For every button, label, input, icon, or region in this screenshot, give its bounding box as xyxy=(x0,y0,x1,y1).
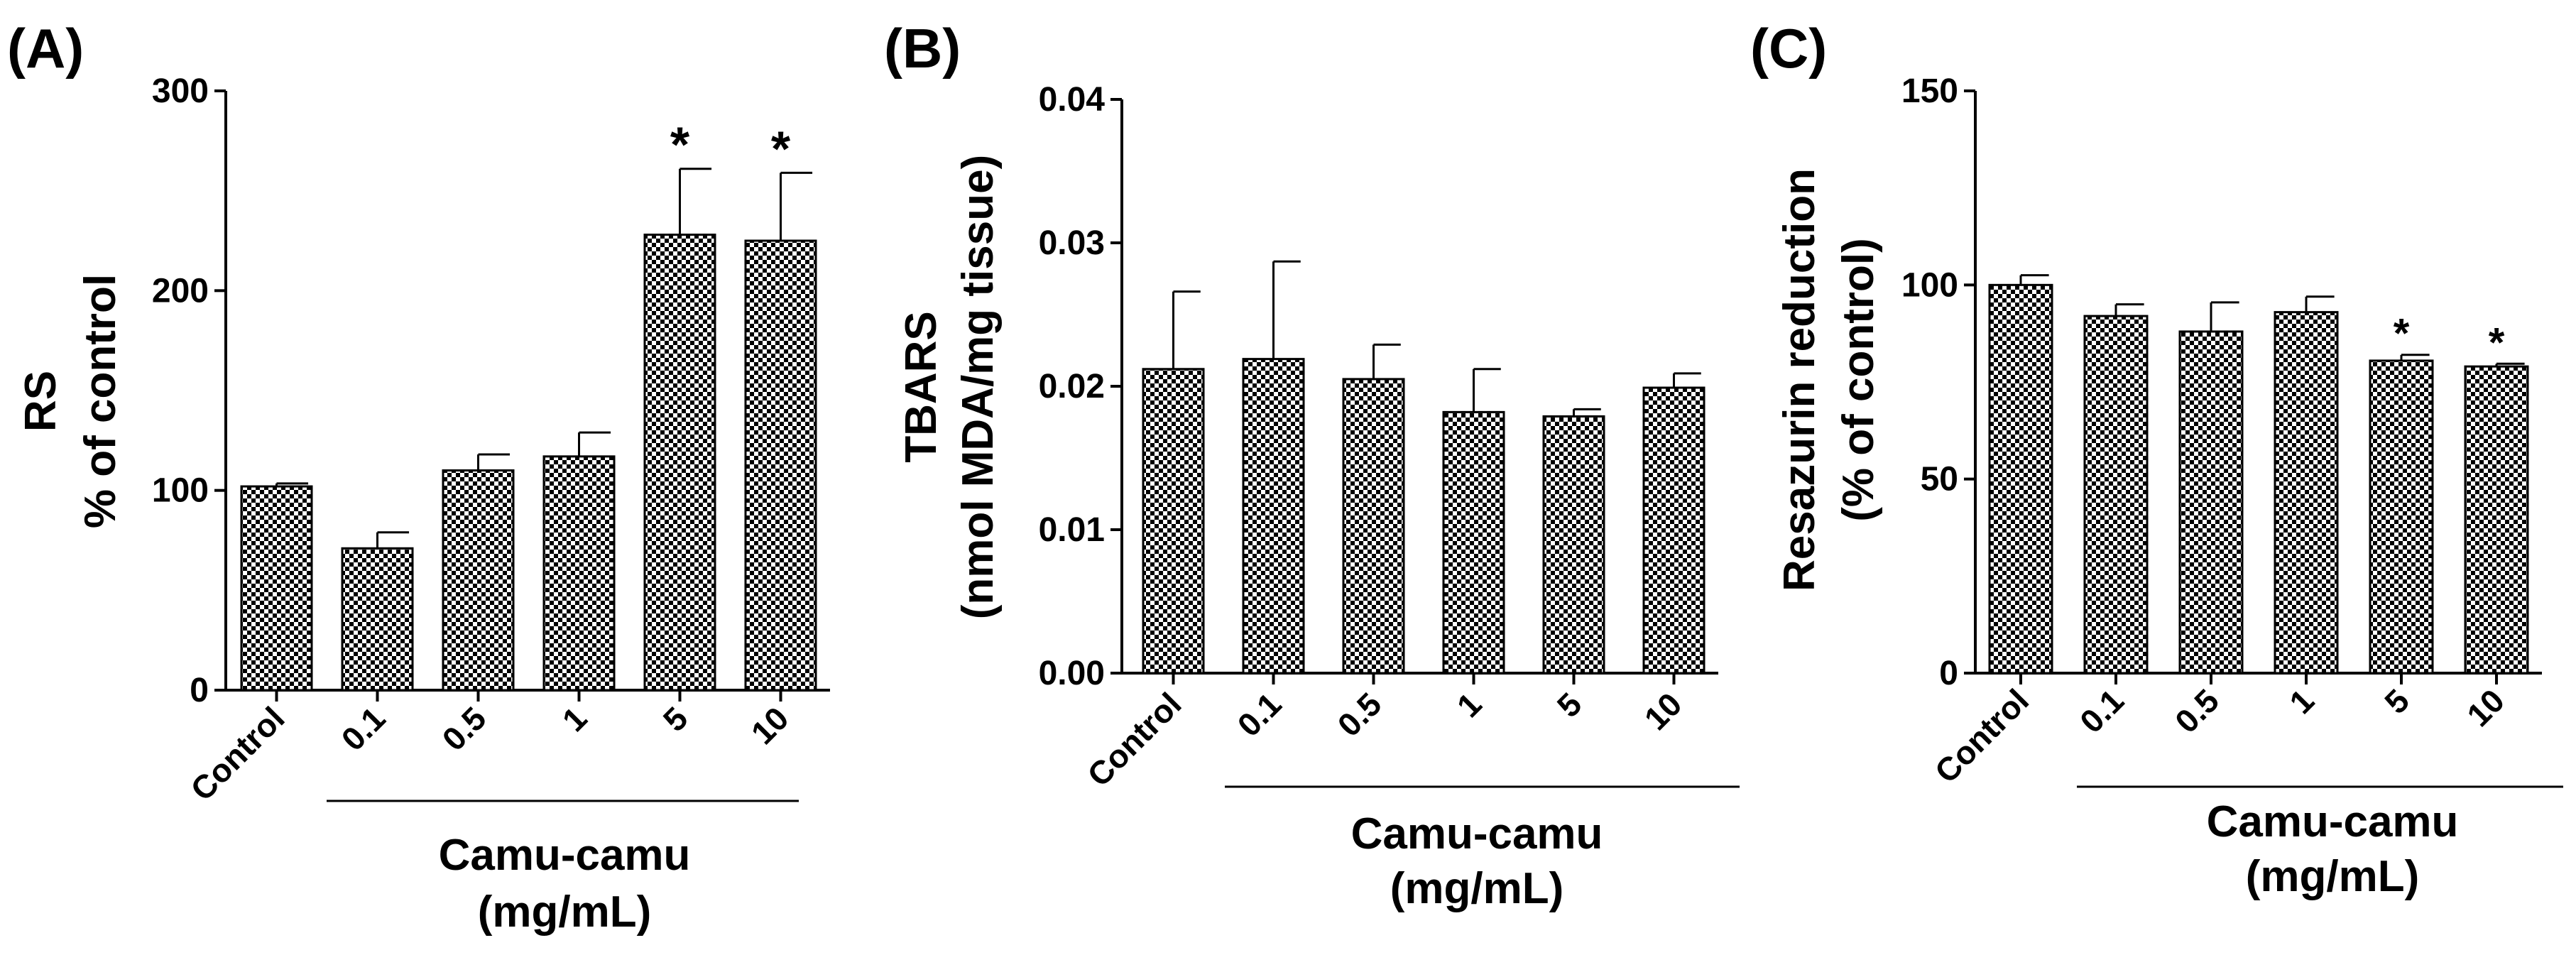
panel-b-x-tick-label: 0.5 xyxy=(1331,685,1389,743)
panel-a-plot: 0 100 200 300 Control 0.1 0.5 1 5 * 10 * xyxy=(152,72,830,808)
panel-a-group-label-line1: Camu-camu xyxy=(439,831,691,880)
panel-a-label: (A) xyxy=(7,17,84,80)
panel-a-group-label-line2: (mg/mL) xyxy=(478,888,652,937)
panel-c-bar xyxy=(1988,283,2053,675)
panel-b-x-tick-label: 5 xyxy=(1550,685,1589,724)
panel-b-bar xyxy=(1242,358,1305,675)
panel-c-y-tick-label: 150 xyxy=(1901,72,1958,110)
panel-b-x-tick-label: 0.1 xyxy=(1230,685,1289,743)
panel-a-bar xyxy=(744,239,817,692)
panel-b-x-tick-label: 1 xyxy=(1450,685,1489,724)
panel-c-significance-marker: * xyxy=(2489,320,2505,366)
panel-a-significance-marker: * xyxy=(670,117,690,173)
panel-a-ylabel-line2: % of control xyxy=(76,274,125,528)
panel-c-x-tick-label: 5 xyxy=(2377,682,2416,721)
panel-a-x-tick-label: 5 xyxy=(656,699,695,738)
panel-b-plot: 0.00 0.01 0.02 0.03 0.04 Control 0.1 0.5 1 5 10 xyxy=(1039,81,1718,794)
panel-c-bar xyxy=(2369,359,2434,675)
panel-c-y-tick-label: 0 xyxy=(1939,655,1958,692)
panel-b: (B) TBARS (nmol MDA/mg tissue) 0.000.010… xyxy=(884,17,1740,913)
panel-c-y-tick-label: 50 xyxy=(1921,461,1958,498)
panel-b-y-tick-label: 0.01 xyxy=(1039,511,1105,549)
panel-b-x-tick-label: Control xyxy=(1080,685,1188,793)
panel-b-bar xyxy=(1342,378,1405,675)
panel-c-x-tick-label: 10 xyxy=(2460,682,2511,733)
panel-c-plot: 0 50 100 150 Control 0.1 0.5 1 5 * 10 * xyxy=(1901,72,2542,790)
panel-b-bar xyxy=(1542,415,1605,675)
panel-a-x-tick-label: 0.1 xyxy=(334,699,393,758)
panel-a-y-tick-label: 300 xyxy=(152,72,209,110)
panel-c: (C) Resazurin reduction (% of control) 0… xyxy=(1750,17,2563,901)
panel-b-group-label-line1: Camu-camu xyxy=(1351,809,1603,858)
panel-a: (A) RS % of control 0 100 200 300 Control 0.1… xyxy=(7,17,830,937)
panel-c-bar xyxy=(2178,330,2244,675)
panel-c-x-tick-label: 0.1 xyxy=(2073,682,2131,740)
panel-a-y-tick-label: 0 xyxy=(190,672,209,709)
panel-a-x-tick-label: Control xyxy=(183,699,291,807)
panel-b-ylabel-line1: TBARS xyxy=(897,311,946,463)
panel-a-x-tick-label: 1 xyxy=(555,699,594,738)
panel-c-bar xyxy=(2083,315,2149,675)
panel-a-x-tick-label: 10 xyxy=(744,699,796,751)
panel-c-group-label-line2: (mg/mL) xyxy=(2246,852,2420,901)
panel-b-ylabel-line2: (nmol MDA/mg tissue) xyxy=(954,155,1003,619)
panel-a-bar xyxy=(442,469,515,692)
panel-a-bar xyxy=(341,547,414,692)
panel-a-significance-marker: * xyxy=(771,121,791,176)
panel-c-bar xyxy=(2464,365,2529,675)
panel-a-ylabel-line1: RS xyxy=(16,371,65,432)
panel-c-y-tick-label: 100 xyxy=(1901,266,1958,304)
panel-b-y-tick-label: 0.04 xyxy=(1039,81,1106,119)
panel-a-y-tick-label: 200 xyxy=(152,272,209,310)
panel-b-bar xyxy=(1142,368,1205,675)
panel-b-label: (B) xyxy=(884,17,961,80)
panel-b-x-tick-label: 10 xyxy=(1637,685,1689,737)
panel-c-x-tick-label: Control xyxy=(1928,682,2036,790)
panel-b-y-tick-label: 0.03 xyxy=(1039,224,1105,262)
panel-b-bar xyxy=(1442,410,1505,675)
panel-b-group-label-line2: (mg/mL) xyxy=(1390,864,1564,913)
panel-a-y-tick-label: 100 xyxy=(152,472,209,510)
panel-a-x-tick-label: 0.5 xyxy=(435,699,493,758)
panel-c-x-tick-label: 0.5 xyxy=(2168,682,2226,740)
panel-c-label: (C) xyxy=(1750,17,1827,80)
panel-c-group-label-line1: Camu-camu xyxy=(2207,797,2459,846)
panel-b-y-tick-label: 0.00 xyxy=(1039,655,1105,692)
panel-b-y-tick-label: 0.02 xyxy=(1039,368,1105,405)
panel-c-ylabel-line1: Resazurin reduction xyxy=(1775,168,1824,591)
panel-b-bar xyxy=(1642,386,1705,675)
panel-a-bar xyxy=(542,455,616,692)
panel-c-significance-marker: * xyxy=(2394,311,2410,357)
panel-a-bar xyxy=(240,485,313,692)
panel-c-ylabel-line2: (% of control) xyxy=(1834,238,1883,522)
panel-c-x-tick-label: 1 xyxy=(2282,682,2321,721)
panel-a-bar xyxy=(643,234,716,692)
panel-c-bar xyxy=(2274,311,2339,675)
